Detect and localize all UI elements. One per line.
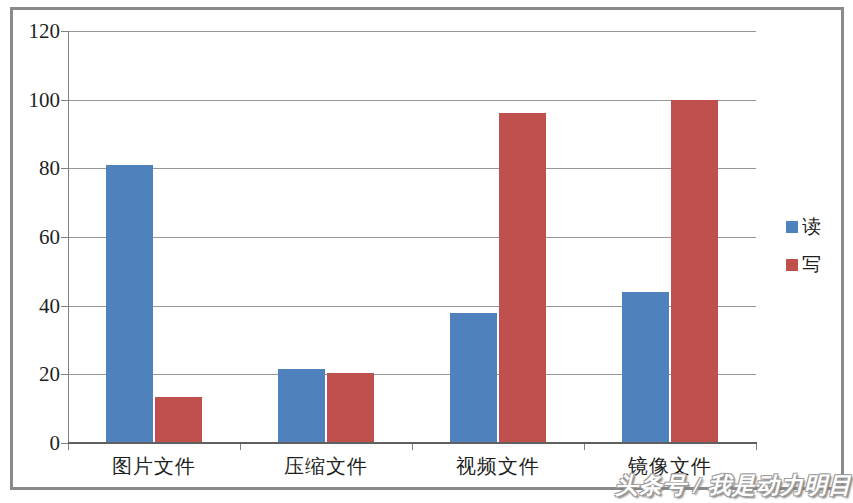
bar-chart: 020406080100120 图片文件压缩文件视频文件镜像文件 读写 头条号 …	[0, 0, 853, 503]
bar-group-图片文件	[68, 165, 240, 443]
legend-item-写: 写	[786, 252, 821, 278]
y-tick-mark-20	[61, 374, 68, 375]
bar-group-镜像文件	[584, 100, 756, 443]
y-tick-label-100: 100	[6, 89, 60, 111]
bar-写-压缩文件	[327, 373, 374, 443]
bar-写-图片文件	[155, 397, 202, 443]
bar-读-图片文件	[106, 165, 153, 443]
legend: 读写	[786, 214, 821, 278]
y-axis-line	[68, 31, 69, 443]
y-tick-label-120: 120	[6, 20, 60, 42]
bar-写-镜像文件	[671, 100, 718, 443]
bar-读-压缩文件	[278, 369, 325, 443]
bar-group-压缩文件	[240, 369, 412, 443]
x-tick-mark-0	[68, 444, 69, 450]
bar-group-视频文件	[412, 113, 584, 443]
watermark-text: 头条号 / 我是动力明目	[615, 470, 852, 501]
legend-swatch-读	[786, 221, 798, 233]
plot-area	[68, 31, 756, 443]
y-tick-label-40: 40	[6, 295, 60, 317]
bar-读-镜像文件	[622, 292, 669, 443]
x-tick-mark-4	[756, 444, 757, 450]
bar-读-视频文件	[450, 313, 497, 443]
x-category-label: 压缩文件	[240, 453, 412, 480]
y-tick-mark-80	[61, 168, 68, 169]
x-tick-mark-1	[240, 444, 241, 450]
y-tick-label-20: 20	[6, 363, 60, 385]
y-tick-label-80: 80	[6, 157, 60, 179]
x-category-label: 图片文件	[68, 453, 240, 480]
gridline-120	[68, 31, 756, 32]
legend-item-读: 读	[786, 214, 821, 240]
legend-swatch-写	[786, 259, 798, 271]
y-tick-mark-0	[61, 443, 68, 444]
x-tick-mark-3	[584, 444, 585, 450]
x-tick-mark-2	[412, 444, 413, 450]
y-tick-label-0: 0	[6, 432, 60, 454]
x-category-label: 视频文件	[412, 453, 584, 480]
y-tick-mark-120	[61, 31, 68, 32]
bar-写-视频文件	[499, 113, 546, 443]
legend-label-写: 写	[802, 252, 821, 278]
y-tick-mark-60	[61, 237, 68, 238]
legend-label-读: 读	[802, 214, 821, 240]
y-tick-label-60: 60	[6, 226, 60, 248]
y-tick-mark-100	[61, 100, 68, 101]
y-tick-mark-40	[61, 306, 68, 307]
